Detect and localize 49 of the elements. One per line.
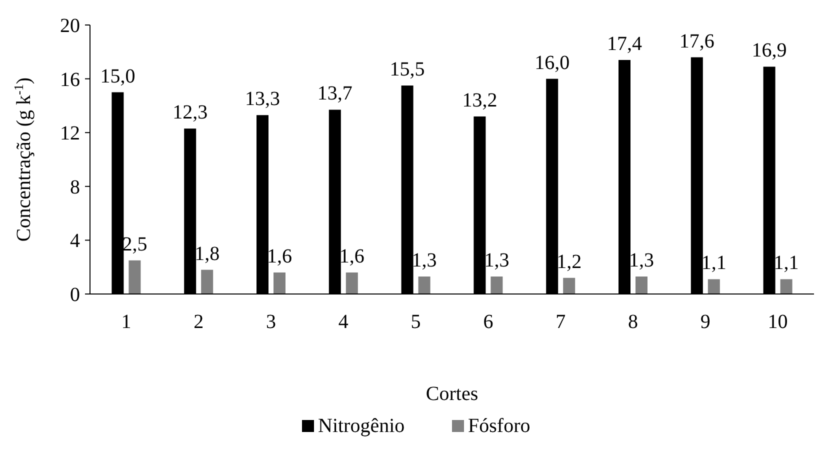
bar <box>490 276 503 294</box>
data-label: 1,6 <box>339 245 364 268</box>
data-label: 13,7 <box>317 82 352 105</box>
data-label: 1,8 <box>194 242 220 265</box>
x-tick-label: 7 <box>556 311 566 333</box>
y-tick-label: 12 <box>60 122 80 145</box>
bar <box>636 276 648 294</box>
y-tick-label: 8 <box>70 176 80 198</box>
bar <box>418 276 430 294</box>
bar <box>563 278 576 294</box>
y-tick-label: 16 <box>60 68 80 91</box>
x-tick-label: 3 <box>266 311 276 333</box>
data-label: 16,0 <box>534 52 570 74</box>
data-label: 1,2 <box>556 250 582 273</box>
x-tick-label: 10 <box>768 311 788 333</box>
data-label: 1,3 <box>484 250 510 272</box>
bar <box>274 272 286 294</box>
x-tick-label: 2 <box>194 311 204 333</box>
bar <box>128 260 141 294</box>
bar <box>201 270 214 294</box>
bar <box>708 279 720 294</box>
data-label: 1,3 <box>412 250 437 272</box>
x-tick-label: 1 <box>121 311 132 333</box>
data-label: 1,3 <box>629 250 654 272</box>
data-label: 12,3 <box>172 102 208 124</box>
data-label: 2,5 <box>122 233 148 256</box>
legend-label: Nitrogênio <box>318 415 405 437</box>
bar <box>780 279 792 294</box>
data-label: 15,0 <box>100 65 136 88</box>
x-axis-title: Cortes <box>426 383 478 405</box>
y-tick-label: 20 <box>60 15 80 37</box>
data-label: 1,6 <box>267 245 292 268</box>
x-tick-label: 8 <box>628 311 638 333</box>
data-label: 1,1 <box>774 252 799 274</box>
data-label: 16,9 <box>752 40 787 62</box>
x-tick-label: 6 <box>483 311 494 333</box>
y-tick-label: 4 <box>70 230 80 252</box>
x-tick-label: 9 <box>700 311 710 333</box>
x-tick-label: 4 <box>338 311 348 333</box>
data-label: 13,3 <box>245 88 280 110</box>
x-tick-label: 5 <box>410 311 421 333</box>
data-label: 15,5 <box>390 58 425 81</box>
legend-label: Fósforo <box>468 415 530 437</box>
data-label: 17,6 <box>679 30 714 52</box>
data-label: 1,1 <box>701 252 726 274</box>
data-label: 17,4 <box>607 32 642 55</box>
y-tick-label: 0 <box>70 284 80 306</box>
data-label: 13,2 <box>462 89 498 112</box>
bar <box>346 272 358 294</box>
